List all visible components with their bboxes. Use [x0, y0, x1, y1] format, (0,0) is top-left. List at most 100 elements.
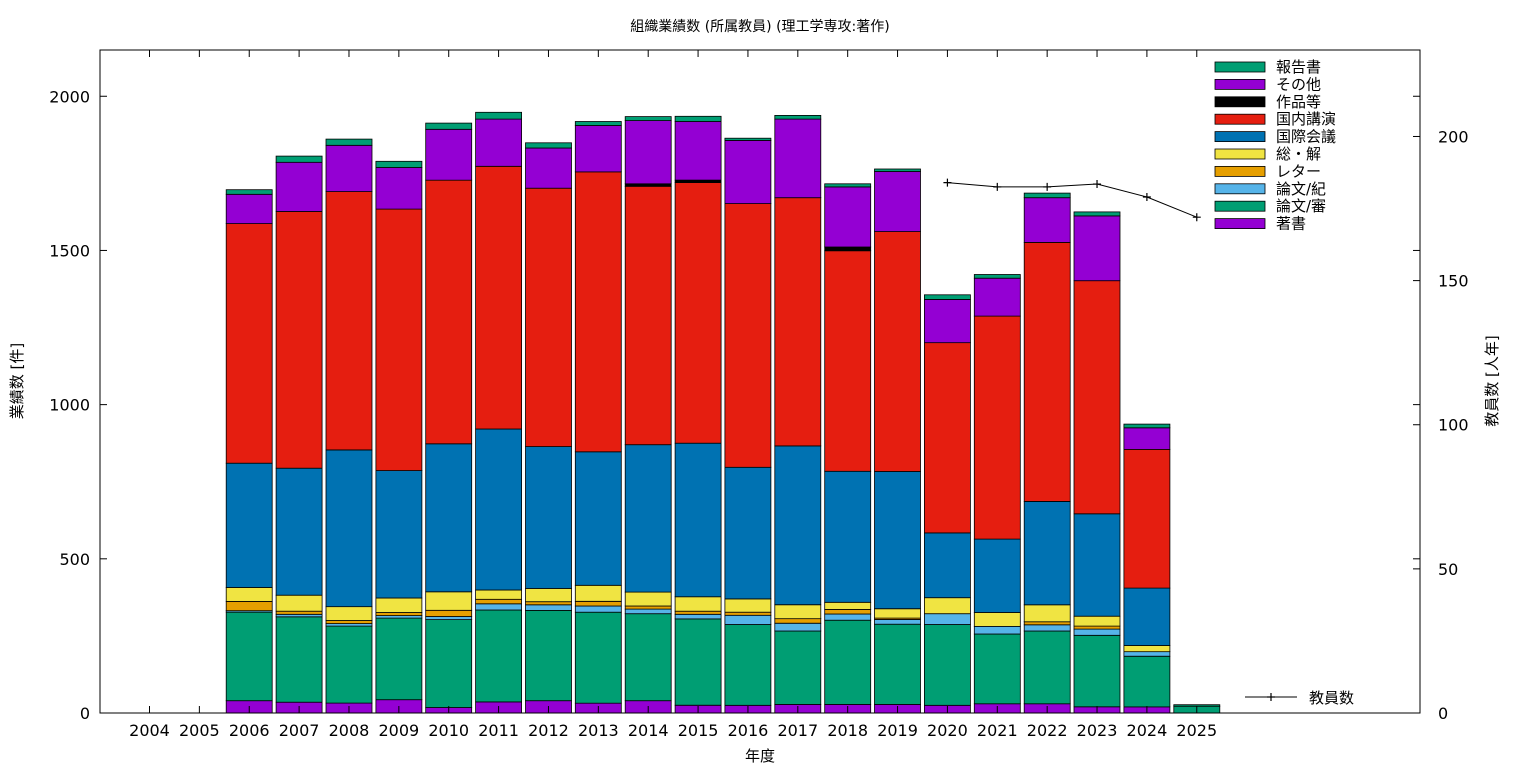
bar-segment-2006-8	[225, 193, 273, 225]
legend-swatch	[1214, 148, 1266, 160]
y2-tick-label: 50	[1438, 560, 1458, 579]
legend-label: 論文/紀	[1276, 180, 1326, 198]
legend-label: 国際会議	[1276, 128, 1336, 146]
bar-segment-2020-1	[924, 624, 971, 706]
bar-segment-2006-6	[225, 223, 273, 464]
x-tick-label: 2006	[229, 721, 270, 740]
bar-segment-2007-5	[275, 467, 323, 596]
bar-segment-2009-1	[375, 617, 423, 701]
bar-segment-2023-1	[1073, 634, 1121, 708]
bar-segment-2012-3	[525, 601, 572, 606]
bar-segment-2009-9	[375, 160, 423, 168]
bar-segment-2010-5	[425, 443, 473, 593]
x-tick-label: 2021	[977, 721, 1018, 740]
legend-swatch	[1214, 183, 1266, 195]
bar-segment-2008-9	[325, 138, 373, 146]
bar-segment-2022-2	[1023, 624, 1071, 632]
x-tick-label: 2007	[279, 721, 320, 740]
bar-segment-2013-6	[574, 171, 622, 453]
bar-segment-2014-4	[624, 591, 672, 607]
bar-segment-2021-4	[973, 612, 1021, 627]
bar-segment-2016-4	[724, 598, 772, 613]
bar-segment-2016-9	[724, 137, 772, 141]
bar-segment-2011-2	[475, 603, 523, 611]
bar-segment-2022-6	[1023, 241, 1071, 502]
bar-segment-2006-4	[225, 587, 273, 602]
legend-swatch	[1214, 165, 1266, 177]
x-tick-label: 2005	[179, 721, 220, 740]
bar-segment-2010-6	[425, 179, 473, 445]
bar-segment-2008-6	[325, 191, 373, 451]
bar-segment-2022-4	[1023, 604, 1071, 623]
bar-segment-2019-4	[874, 608, 921, 619]
line-series-point	[1192, 213, 1201, 222]
x-tick-label: 2014	[628, 721, 669, 740]
bar-segment-2007-6	[275, 211, 323, 469]
bar-segment-2008-5	[325, 449, 373, 608]
bar-segment-2011-3	[475, 598, 523, 605]
bar-segment-2017-4	[774, 604, 822, 620]
bar-segment-2022-1	[1023, 630, 1071, 705]
bar-segment-2014-3	[624, 605, 672, 610]
legend-swatch	[1214, 61, 1266, 73]
x-tick-label: 2017	[777, 721, 818, 740]
bar-segment-2010-3	[425, 609, 473, 617]
bar-segment-2019-1	[874, 623, 921, 705]
legend-swatch	[1214, 96, 1266, 108]
bar-segment-2016-1	[724, 624, 772, 706]
bar-segment-2012-4	[525, 588, 572, 603]
line-series-point	[1043, 182, 1052, 191]
bar-segment-2013-9	[574, 121, 622, 126]
bar-segment-2023-6	[1073, 280, 1121, 515]
bar-segment-2015-9	[674, 115, 722, 122]
x-tick-label: 2004	[129, 721, 170, 740]
bar-segment-2017-9	[774, 115, 822, 120]
bar-segment-2018-9	[824, 183, 872, 188]
bar-segment-2019-9	[874, 168, 921, 172]
bar-segment-2021-6	[973, 315, 1021, 540]
legend-label: 著書	[1276, 215, 1306, 233]
x-tick-label: 2016	[728, 721, 769, 740]
bar-segment-2013-4	[574, 584, 622, 602]
y-axis-label: 業績数 [件]	[8, 343, 26, 419]
bar-segment-2020-4	[924, 597, 971, 615]
bar-segment-2020-9	[924, 294, 971, 300]
x-axis-label: 年度	[745, 747, 775, 765]
bar-segment-2013-8	[574, 125, 622, 173]
x-tick-label: 2022	[1027, 721, 1068, 740]
bar-segment-2011-8	[475, 118, 523, 167]
bar-segment-2016-5	[724, 466, 772, 600]
y-tick-label: 1500	[49, 241, 90, 260]
y-tick-label: 0	[80, 704, 90, 723]
bar-segment-2024-5	[1123, 587, 1171, 646]
x-tick-label: 2023	[1077, 721, 1118, 740]
bar-segment-2012-5	[525, 446, 572, 589]
bar-segment-2017-8	[774, 118, 822, 199]
bar-segment-2015-6	[674, 182, 722, 444]
bar-segment-2018-3	[824, 609, 872, 615]
x-tick-label: 2015	[678, 721, 719, 740]
bar-segment-2021-9	[973, 274, 1021, 279]
bar-segment-2018-1	[824, 619, 872, 705]
bar-segment-2018-2	[824, 613, 872, 621]
bar-segment-2012-6	[525, 187, 572, 447]
y2-tick-label: 0	[1438, 704, 1448, 723]
bar-segment-2015-1	[674, 618, 722, 706]
legend-label: 作品等	[1276, 93, 1321, 111]
bar-segment-2010-8	[425, 128, 473, 181]
bar-segment-2019-6	[874, 231, 921, 472]
bar-segment-2021-5	[973, 538, 1021, 613]
line-layer	[943, 178, 1201, 222]
y2-tick-label: 200	[1438, 127, 1469, 146]
legend-label: レター	[1276, 162, 1321, 180]
bar-segment-2021-2	[973, 625, 1021, 635]
bar-segment-2011-6	[475, 165, 523, 430]
x-tick-label: 2012	[528, 721, 569, 740]
bar-segment-2023-4	[1073, 615, 1121, 627]
bar-segment-2018-5	[824, 470, 872, 603]
bar-segment-2015-8	[674, 121, 722, 181]
bar-segment-2023-2	[1073, 628, 1121, 636]
line-series-point	[993, 182, 1002, 191]
bar-segment-2009-8	[375, 167, 423, 210]
